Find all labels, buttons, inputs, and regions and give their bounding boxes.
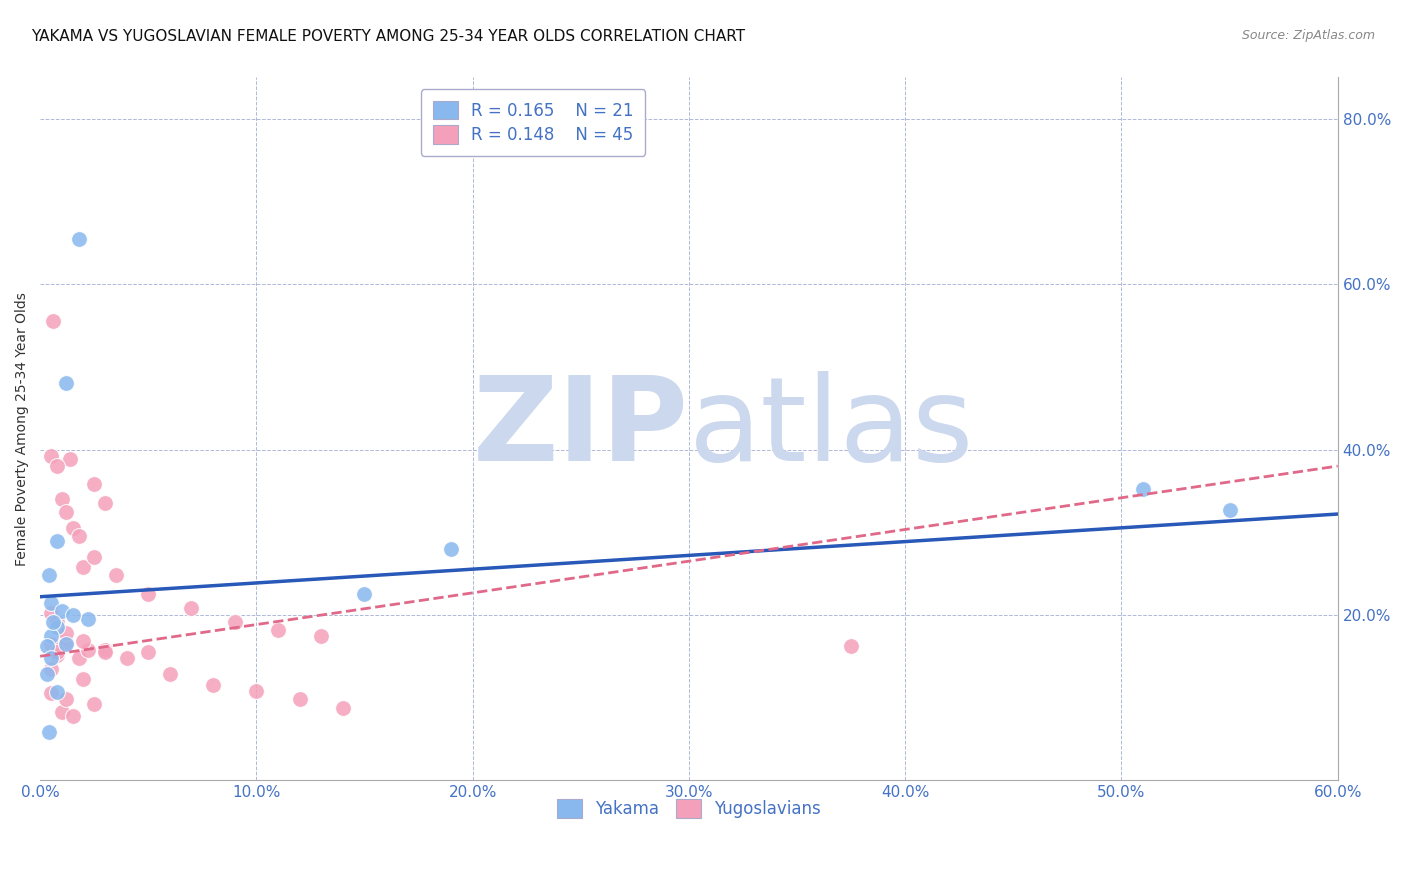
- Point: [39, 662, 62, 676]
- Point: [202, 678, 225, 692]
- Text: YAKAMA VS YUGOSLAVIAN FEMALE POVERTY AMONG 25-34 YEAR OLDS CORRELATION CHART: YAKAMA VS YUGOSLAVIAN FEMALE POVERTY AMO…: [31, 29, 745, 44]
- Point: [245, 684, 267, 698]
- Point: [62, 607, 84, 622]
- Point: [39, 651, 62, 665]
- Point: [46, 645, 69, 659]
- Point: [38, 568, 60, 582]
- Point: [62, 708, 84, 723]
- Point: [38, 725, 60, 739]
- Point: [353, 587, 375, 601]
- Point: [39, 629, 62, 643]
- Point: [51, 492, 73, 507]
- Point: [288, 692, 311, 706]
- Point: [267, 623, 290, 637]
- Point: [51, 604, 73, 618]
- Text: atlas: atlas: [689, 371, 974, 486]
- Point: [55, 637, 77, 651]
- Point: [39, 449, 62, 463]
- Point: [83, 477, 105, 491]
- Point: [309, 629, 332, 643]
- Point: [136, 645, 159, 659]
- Point: [55, 626, 77, 640]
- Point: [76, 642, 98, 657]
- Point: [42, 615, 65, 629]
- Point: [55, 376, 77, 391]
- Point: [39, 607, 62, 621]
- Point: [72, 634, 94, 648]
- Point: [94, 496, 117, 510]
- Point: [72, 673, 94, 687]
- Point: [42, 314, 65, 328]
- Point: [76, 612, 98, 626]
- Point: [55, 692, 77, 706]
- Point: [180, 601, 202, 615]
- Point: [55, 635, 77, 649]
- Y-axis label: Female Poverty Among 25-34 Year Olds: Female Poverty Among 25-34 Year Olds: [15, 292, 30, 566]
- Point: [83, 549, 105, 564]
- Point: [104, 568, 127, 582]
- Point: [440, 541, 463, 556]
- Legend: Yakama, Yugoslavians: Yakama, Yugoslavians: [550, 793, 828, 825]
- Point: [115, 651, 138, 665]
- Point: [46, 533, 69, 548]
- Point: [159, 667, 181, 681]
- Point: [51, 706, 73, 720]
- Point: [39, 637, 62, 651]
- Point: [94, 642, 117, 657]
- Point: [39, 686, 62, 700]
- Point: [35, 667, 58, 681]
- Point: [46, 620, 69, 634]
- Point: [94, 645, 117, 659]
- Point: [1132, 482, 1154, 496]
- Point: [67, 529, 90, 543]
- Point: [46, 459, 69, 474]
- Point: [224, 615, 246, 629]
- Point: [35, 639, 58, 653]
- Point: [67, 651, 90, 665]
- Text: Source: ZipAtlas.com: Source: ZipAtlas.com: [1241, 29, 1375, 42]
- Point: [46, 615, 69, 629]
- Text: ZIP: ZIP: [472, 371, 689, 486]
- Point: [83, 697, 105, 711]
- Point: [67, 232, 90, 246]
- Point: [59, 452, 82, 467]
- Point: [55, 504, 77, 518]
- Point: [62, 521, 84, 535]
- Point: [332, 700, 354, 714]
- Point: [39, 595, 62, 609]
- Point: [46, 648, 69, 662]
- Point: [46, 685, 69, 699]
- Point: [1218, 503, 1240, 517]
- Point: [839, 640, 862, 654]
- Point: [72, 560, 94, 574]
- Point: [136, 587, 159, 601]
